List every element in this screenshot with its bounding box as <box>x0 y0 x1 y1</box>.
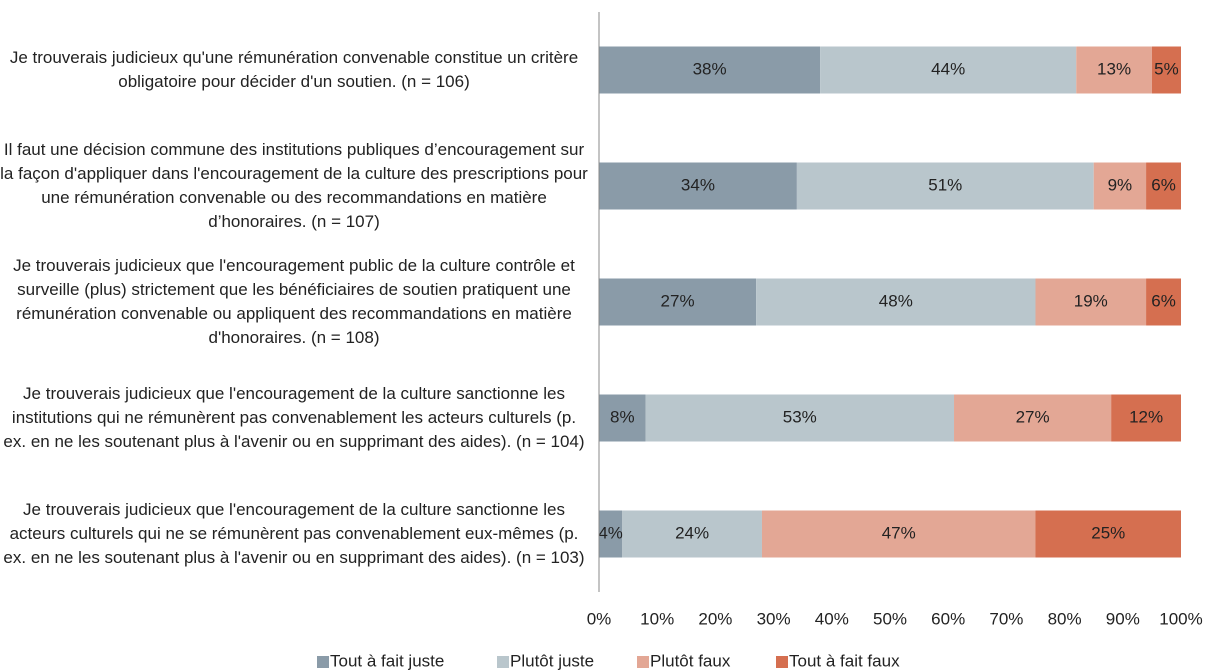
data-label: 5% <box>1154 59 1179 78</box>
bar-segment <box>1035 278 1147 326</box>
bar-segment <box>599 46 821 94</box>
data-label: 24% <box>675 523 709 542</box>
data-label: 27% <box>1016 407 1050 426</box>
bar-segment <box>1151 46 1181 94</box>
x-tick-label: 90% <box>1106 609 1140 628</box>
x-tick-label: 80% <box>1048 609 1082 628</box>
legend-label: Plutôt juste <box>510 651 594 670</box>
x-tick-label: 10% <box>640 609 674 628</box>
legend-label: Tout à fait juste <box>330 651 444 670</box>
data-label: 12% <box>1129 407 1163 426</box>
legend-swatch <box>317 656 329 668</box>
data-label: 6% <box>1151 175 1176 194</box>
category-label: Il faut une décision commune des institu… <box>0 140 588 231</box>
legend-swatch <box>776 656 788 668</box>
legend-label: Tout à fait faux <box>789 651 900 670</box>
category-label: Je trouverais judicieux que l'encouragem… <box>3 384 585 451</box>
data-label: 34% <box>681 175 715 194</box>
bar-segment <box>761 510 1036 558</box>
category-label: Je trouverais judicieux que l'encouragem… <box>3 500 585 567</box>
bar-segment <box>1111 394 1181 442</box>
data-label: 53% <box>783 407 817 426</box>
legend-swatch <box>497 656 509 668</box>
bar-segment <box>599 394 646 442</box>
x-tick-label: 20% <box>698 609 732 628</box>
data-label: 38% <box>693 59 727 78</box>
data-label: 9% <box>1108 175 1133 194</box>
x-tick-label: 100% <box>1159 609 1202 628</box>
legend-swatch <box>637 656 649 668</box>
data-label: 48% <box>879 291 913 310</box>
data-label: 6% <box>1151 291 1176 310</box>
bar-segment <box>1035 510 1181 558</box>
bar-segment <box>1093 162 1147 210</box>
bar-segment <box>599 278 757 326</box>
bar-segment <box>1146 278 1181 326</box>
data-label: 27% <box>661 291 695 310</box>
bar-segment <box>1076 46 1152 94</box>
category-label: Je trouverais judicieux qu'une rémunérat… <box>9 48 579 91</box>
bar-segment <box>599 510 623 558</box>
data-label: 13% <box>1097 59 1131 78</box>
bar-segment <box>622 510 762 558</box>
data-label: 8% <box>610 407 635 426</box>
bar-segment <box>820 46 1077 94</box>
data-label: 44% <box>931 59 965 78</box>
data-label: 51% <box>928 175 962 194</box>
bar-segment <box>756 278 1036 326</box>
category-label: Je trouverais judicieux que l'encouragem… <box>13 256 575 347</box>
bar-segment <box>1146 162 1181 210</box>
data-label: 4% <box>598 523 623 542</box>
bar-segment <box>599 162 797 210</box>
data-label: 19% <box>1074 291 1108 310</box>
data-label: 47% <box>882 523 916 542</box>
bar-segment <box>954 394 1112 442</box>
bar-segment <box>796 162 1094 210</box>
legend-label: Plutôt faux <box>650 651 731 670</box>
x-tick-label: 0% <box>587 609 612 628</box>
x-tick-label: 60% <box>931 609 965 628</box>
bar-segment <box>645 394 955 442</box>
x-tick-label: 70% <box>989 609 1023 628</box>
x-tick-label: 50% <box>873 609 907 628</box>
x-tick-label: 40% <box>815 609 849 628</box>
x-tick-label: 30% <box>757 609 791 628</box>
data-label: 25% <box>1091 523 1125 542</box>
